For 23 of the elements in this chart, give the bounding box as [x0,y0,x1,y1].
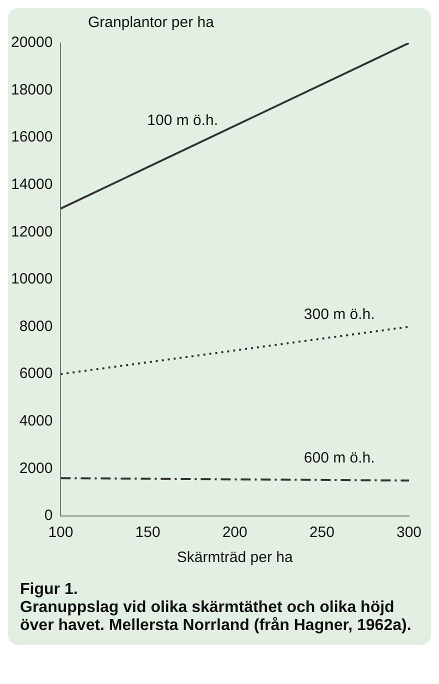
y-tick-label: 2000 [19,460,53,477]
x-tick-label: 250 [309,524,334,542]
x-tick-label: 300 [396,524,422,542]
text: Granuppslag vid olika skärmtäthet och olika höjd över havet. Mellersta Norrland (från Hagner, 1962a). [20,599,412,635]
y-tick-label: 20000 [10,34,53,52]
y-tick-label: 8000 [19,318,53,335]
x-tick-label: 200 [222,524,248,542]
y-tick-label: 16000 [10,128,53,146]
series-label: 300 m ö.h. [304,306,375,323]
x-axis-title: Skärmträd per ha [176,549,294,566]
y-axis-title: Granplantor per ha [88,14,215,31]
series-label: 600 m ö.h. [304,450,375,467]
y-tick-label: 4000 [19,412,53,430]
y-tick-label: 18000 [10,81,53,98]
y-tick-label: 12000 [10,223,53,240]
y-tick-label: 10000 [10,270,53,288]
series-label: 100 m ö.h. [147,112,218,130]
x-tick-label: 100 [48,524,74,542]
y-tick-label: 0 [44,507,53,524]
y-tick-label: 6000 [19,365,53,382]
x-tick-label: 150 [135,524,160,542]
text: Figur 1. [20,581,79,599]
y-tick-label: 14000 [10,176,53,194]
